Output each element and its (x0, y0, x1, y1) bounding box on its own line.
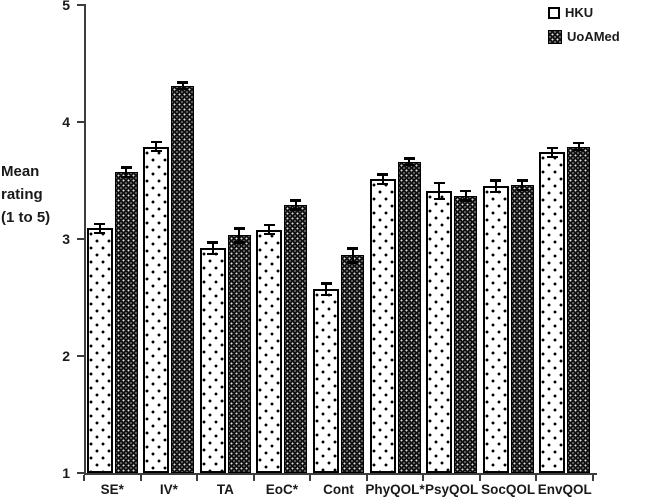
bar-hku (143, 146, 170, 473)
x-category-label: PhyQOL* (365, 482, 425, 497)
bar-uoamed (397, 161, 421, 473)
y-tick (77, 238, 86, 240)
bar-uoamed (171, 85, 195, 473)
y-axis-title-line: (1 to 5) (1, 209, 51, 226)
bar-uoamed (510, 185, 534, 473)
bar-uoamed (284, 205, 308, 473)
y-tick (77, 355, 86, 357)
bar-uoamed (227, 235, 251, 473)
error-bar (94, 222, 106, 235)
x-tick (139, 475, 142, 481)
y-tick (77, 472, 86, 474)
legend-item-hku: HKU (548, 5, 620, 20)
error-bar (403, 157, 415, 167)
x-category-label: Cont (323, 482, 354, 497)
y-tick-label: 5 (62, 0, 70, 13)
x-tick (252, 475, 255, 481)
x-tick (365, 475, 368, 481)
error-bar (460, 189, 472, 202)
error-bar (290, 199, 302, 211)
legend-item-uoamed: UoAMed (548, 29, 620, 44)
error-bar (207, 241, 219, 256)
y-tick (77, 4, 86, 6)
x-tick (592, 475, 594, 481)
error-bar (347, 247, 358, 264)
legend-swatch-uoamed-icon (548, 29, 562, 44)
x-category-label: EnvQOL (537, 482, 592, 497)
error-bar (150, 140, 162, 153)
x-tick (535, 475, 538, 481)
x-tick (196, 475, 199, 481)
bar-hku (199, 248, 226, 473)
bar-hku (256, 229, 283, 473)
y-tick-label: 2 (62, 348, 70, 364)
y-axis-title-line: Mean (1, 163, 40, 180)
x-category-label: PsyQOL (424, 482, 479, 497)
x-tick (422, 475, 425, 481)
error-bar (120, 166, 132, 179)
error-bar (433, 181, 445, 201)
legend: HKU UoAMed (548, 5, 620, 44)
x-category-label: TA (216, 482, 234, 497)
bar-uoamed (341, 255, 364, 473)
bar-uoamed (567, 146, 591, 473)
bar-hku (426, 191, 453, 473)
error-bar (377, 173, 389, 186)
x-category-label: EoC* (265, 482, 299, 497)
y-tick-label: 3 (62, 231, 70, 247)
error-bar (320, 282, 332, 297)
y-axis-title-line: rating (1, 186, 43, 203)
x-axis-line (84, 473, 597, 475)
y-axis-title: Mean rating (1 to 5) (1, 160, 71, 229)
error-bar (263, 223, 275, 236)
y-tick (77, 121, 86, 123)
legend-swatch-hku-icon (548, 6, 560, 19)
y-axis-line (84, 5, 86, 475)
x-tick (309, 475, 312, 481)
error-bar (546, 146, 558, 159)
error-bar (177, 81, 189, 91)
x-tick (83, 475, 85, 481)
x-category-label: SocQOL (481, 482, 536, 497)
y-tick-label: 1 (62, 465, 70, 481)
legend-label-uoamed: UoAMed (567, 29, 620, 44)
error-bar (233, 227, 245, 245)
bar-uoamed (454, 195, 478, 473)
bar-hku (482, 186, 509, 473)
bar-uoamed (114, 172, 138, 473)
x-category-label: IV* (159, 482, 178, 497)
x-tick (478, 475, 481, 481)
legend-label-hku: HKU (565, 5, 594, 20)
bar-hku (313, 289, 339, 473)
error-bar (516, 179, 528, 192)
x-category-label: SE* (100, 482, 124, 497)
bar-hku (539, 152, 566, 473)
error-bar (573, 141, 585, 152)
bar-hku (86, 228, 113, 473)
y-tick-label: 4 (62, 114, 70, 130)
error-bar (490, 179, 502, 194)
bar-hku (369, 179, 396, 473)
